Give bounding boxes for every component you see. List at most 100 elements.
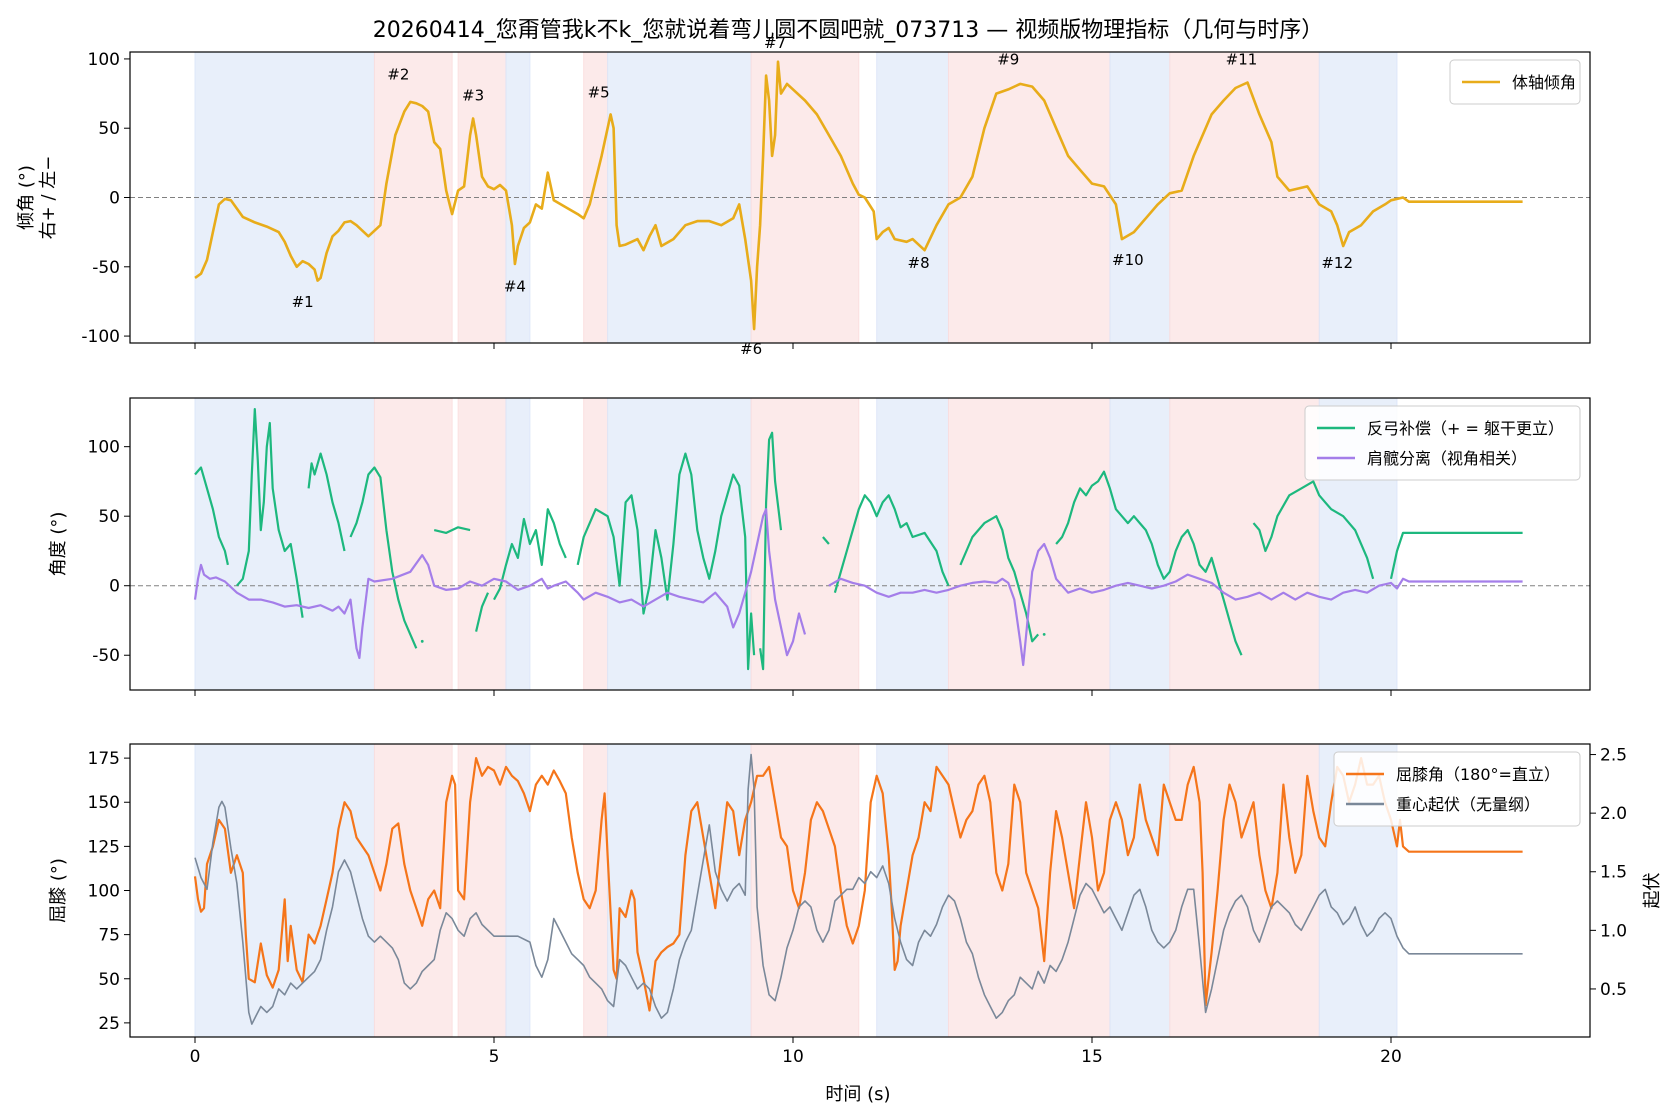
y2-axis-label: 起伏 <box>1642 873 1663 909</box>
subplot-2: 100 50 0 -50 角度 (°) 反弓补偿（+ = 躯干更立） 肩髋分离（视角相关） <box>48 397 1591 696</box>
y-tick-label-2: 125 <box>88 837 120 857</box>
x-tick-label-0: 0 <box>190 1047 201 1067</box>
shade-span-0 <box>194 397 375 691</box>
legend-label-0: 反弓补偿（+ = 躯干更立） <box>1367 419 1564 438</box>
peak-label-2: #2 <box>387 66 409 84</box>
legend-label-1: 重心起伏（无量纲） <box>1396 795 1540 814</box>
series-0-line-5 <box>433 526 471 534</box>
shade-span-3 <box>505 743 531 1038</box>
shade-span-4 <box>583 397 609 691</box>
legend: 体轴倾角 <box>1449 59 1581 105</box>
subplot-3: 175 150 125 100 75 50 25 2.5 2.0 1.5 1.0 0.5 起伏 0 5 10 1… <box>48 743 1663 1067</box>
legend-label-1: 肩髋分离（视角相关） <box>1367 449 1527 468</box>
y2-tick-label-2: 1.5 <box>1600 863 1627 883</box>
plot-frame <box>129 397 1591 691</box>
y-tick-label-6: 25 <box>98 1014 120 1034</box>
peak-label-4: #4 <box>504 278 526 296</box>
legend-box <box>1449 59 1581 105</box>
legend: 屈膝角（180°=直立） 重心起伏（无量纲） <box>1333 751 1581 827</box>
y-tick-label-1: 150 <box>88 793 120 813</box>
legend-label-0: 屈膝角（180°=直立） <box>1396 765 1560 784</box>
shade-span-6 <box>750 397 860 691</box>
peak-label-11: #11 <box>1226 50 1258 68</box>
shade-span-9 <box>1109 397 1171 691</box>
figure-title: 20260414_您甭管我k不k_您就说着弯儿圆不圆吧就_073713 — 视频… <box>373 18 1323 43</box>
y-tick-label-5: 50 <box>98 970 120 990</box>
peak-label-3: #3 <box>462 87 484 105</box>
subplot-1: #1 #2 #3 #4 #5 #6 #7 #8 #9 #10 #11 #12 100 50 0 -50 -100… <box>16 34 1591 358</box>
series-0-line-16 <box>1389 531 1523 580</box>
series-0-line-6 <box>475 592 490 632</box>
series-0-line-1 <box>236 408 304 618</box>
shade-span-7 <box>876 397 949 691</box>
shade-span-6 <box>750 743 860 1038</box>
series-0-line-15 <box>1252 480 1375 580</box>
peak-label-8: #8 <box>908 254 930 272</box>
x-axis-label: 时间 (s) <box>825 1084 890 1105</box>
shade-span-8 <box>947 743 1111 1038</box>
legend: 反弓补偿（+ = 躯干更立） 肩髋分离（视角相关） <box>1304 405 1581 481</box>
y2-tick-label-3: 1.0 <box>1600 921 1627 941</box>
series-0-line-9 <box>759 431 783 671</box>
series-0-line-14 <box>1055 470 1243 656</box>
shade-span-0 <box>194 743 375 1038</box>
series-0-line-7 <box>493 508 567 601</box>
peak-label-5: #5 <box>588 84 610 102</box>
y-tick-label-1: 50 <box>98 507 120 527</box>
y-axis-label: 屈膝 (°) <box>48 858 69 923</box>
x-tick-label-2: 10 <box>782 1047 804 1067</box>
y2-tick-label-0: 2.5 <box>1600 746 1627 766</box>
x-tick-label-1: 5 <box>489 1047 500 1067</box>
shade-span-2 <box>457 743 507 1038</box>
y-tick-label-0: 100 <box>88 50 120 70</box>
y-tick-label-4: 75 <box>98 926 120 946</box>
peak-label-12: #12 <box>1321 254 1353 272</box>
y-tick-label-1: 50 <box>98 119 120 139</box>
y-tick-label-2: 0 <box>109 577 120 597</box>
peak-label-9: #9 <box>997 50 1019 68</box>
shade-span-7 <box>876 51 949 344</box>
series-0-line-10 <box>822 536 830 545</box>
subplots: #1#2#3#4#5#6#7#8#9#10#11#12100500-50-100… <box>16 34 1663 1067</box>
shade-span-2 <box>457 397 507 691</box>
peak-label-6: #6 <box>740 340 762 358</box>
series-1-line-1 <box>828 542 1523 667</box>
y-axis-label: 角度 (°) <box>48 512 69 577</box>
peak-label-7: #7 <box>764 34 786 52</box>
series-0-line-0 <box>194 60 1523 331</box>
y2-tick-label-4: 0.5 <box>1600 980 1627 1000</box>
shade-span-5 <box>607 743 752 1038</box>
shade-span-8 <box>947 397 1111 691</box>
legend-label-0: 体轴倾角 <box>1512 73 1576 92</box>
y-tick-label-2: 0 <box>109 189 120 209</box>
series-0-line-0 <box>194 466 229 566</box>
series-0-dot-4 <box>420 639 424 643</box>
x-tick-label-4: 20 <box>1380 1047 1402 1067</box>
shade-span-10 <box>1169 397 1320 691</box>
series-0-line-3 <box>349 466 418 649</box>
shade-span-1 <box>373 743 453 1038</box>
y-tick-label-3: 100 <box>88 882 120 902</box>
series-1-line-0 <box>194 753 1523 1025</box>
peak-label-10: #10 <box>1112 251 1144 269</box>
shade-span-7 <box>876 743 949 1038</box>
peak-label-1: #1 <box>292 293 314 311</box>
y-axis-label: 倾角 (°) <box>16 165 37 230</box>
series-1-line-0 <box>193 508 807 660</box>
x-tick-label-3: 15 <box>1081 1047 1103 1067</box>
series-0-line-11 <box>833 494 950 593</box>
series-0-dot-13 <box>1042 632 1046 636</box>
shade-span-3 <box>505 397 531 691</box>
y-tick-label-0: 175 <box>88 749 120 769</box>
shade-span-5 <box>607 397 752 691</box>
series-0-line-2 <box>307 452 346 552</box>
legend-box <box>1304 405 1581 481</box>
y-tick-label-0: 100 <box>88 438 120 458</box>
y-tick-label-4: -100 <box>81 327 120 347</box>
y2-tick-label-1: 2.0 <box>1600 804 1627 824</box>
shade-span-1 <box>373 397 453 691</box>
y-tick-label-3: -50 <box>92 646 120 666</box>
series-0-line-8 <box>576 452 756 671</box>
y-tick-label-3: -50 <box>92 258 120 278</box>
